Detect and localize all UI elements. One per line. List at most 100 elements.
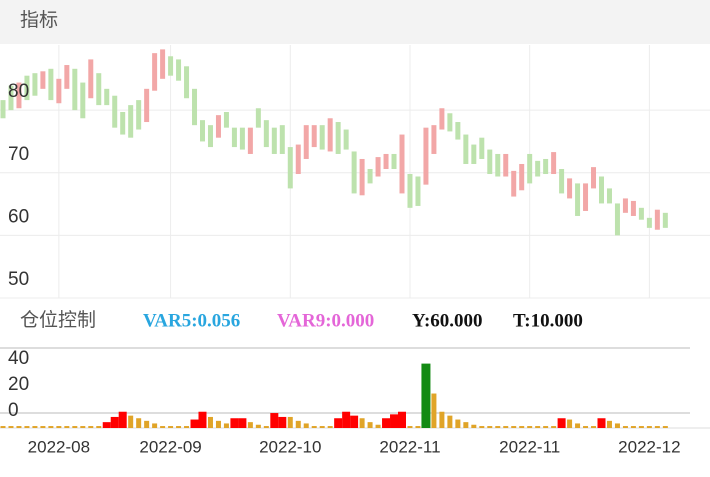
bar [447,415,453,428]
candle [271,127,277,154]
candle [471,144,477,164]
bar [168,426,174,428]
bar [40,426,46,428]
bar [415,426,421,428]
bar [230,418,239,428]
bar [238,418,247,428]
y-tick-label: 0 [8,400,19,421]
bar [319,426,325,428]
candle [423,127,429,185]
candle [319,125,325,150]
bar [303,423,309,428]
bar [591,426,597,428]
candle [88,59,94,99]
candle [455,122,461,140]
candle [215,115,221,138]
bar [382,418,391,428]
candle [0,100,6,119]
candle [72,68,78,111]
candle [8,85,14,111]
candle [638,207,644,220]
bar [215,420,221,428]
x-tick-label: 2022-10 [259,437,321,456]
candle [239,127,245,150]
bar [662,426,668,428]
bar [479,426,485,428]
bar [421,363,431,428]
candle [335,122,341,154]
bar [511,426,517,428]
bar [583,426,589,428]
candle [56,78,62,104]
candle [295,144,301,175]
candle [415,176,421,206]
bar [535,426,541,428]
candle [567,178,573,199]
bar [48,426,54,428]
candle [200,120,205,142]
bar [0,426,6,428]
x-tick-label: 2022-11 [379,437,440,456]
candle [622,198,628,213]
candle [559,168,565,194]
bar [390,414,399,428]
bar [630,426,636,428]
bar [24,426,30,428]
bar [614,423,620,428]
candle [630,200,636,216]
candle [383,153,389,169]
candle [255,108,261,128]
y-tick-label: 20 [8,374,29,395]
candle [495,153,501,177]
candle [152,53,158,91]
bar [184,426,190,428]
candle [223,112,229,128]
candle [247,127,253,154]
bar [278,416,287,428]
bar [56,426,62,428]
y-tick-label: 80 [8,81,29,102]
candle [543,158,549,175]
x-tick-label: 2022-11 [499,437,560,456]
candle [407,174,413,208]
bar [527,426,533,428]
candle [40,71,46,89]
bar [96,426,102,428]
candle [279,125,285,154]
bar [263,426,269,428]
bar [136,418,142,428]
bar [198,411,207,428]
x-tick-label: 2022-09 [139,437,201,456]
candle [606,188,612,204]
candle [463,134,469,164]
candle [591,167,597,189]
bar [350,415,359,428]
bar [118,411,127,428]
candle [311,125,317,148]
bar [255,424,261,428]
candle [327,118,333,152]
candle [431,125,437,154]
candle [176,59,182,81]
candle [375,157,381,177]
candle [535,160,541,177]
candle [80,82,86,119]
candle [551,152,557,175]
x-tick-label: 2022-12 [618,437,680,456]
bar [455,419,461,428]
candle [359,158,365,196]
candle [160,49,166,79]
bar [152,423,158,428]
bar [487,426,493,428]
header-title: 指标 [20,9,58,31]
candle [519,163,525,191]
candle [479,137,485,159]
bar [80,426,86,428]
bar [567,419,573,428]
candle [646,217,652,228]
bar [207,416,213,428]
bar [287,416,293,428]
candle [583,183,589,211]
bar [247,422,253,428]
candle [184,66,190,99]
